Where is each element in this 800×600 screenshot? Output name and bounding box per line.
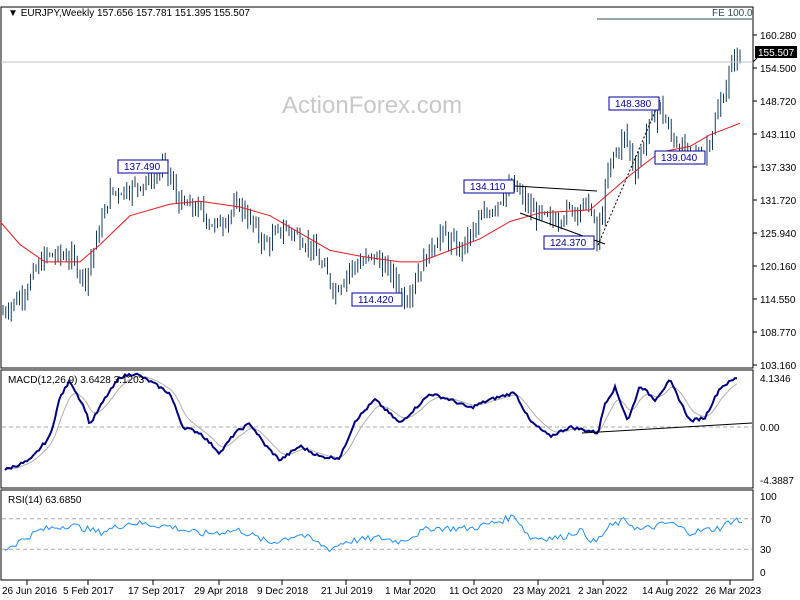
- x-tick-label: 5 Feb 2017: [63, 586, 114, 597]
- price-annotation: 134.110: [470, 182, 506, 193]
- macd-tick-label: -4.3887: [760, 476, 794, 487]
- watermark: ActionForex.com: [282, 92, 462, 119]
- fe-label: FE 100.0: [712, 8, 753, 19]
- y-tick-label: 120.160: [760, 262, 797, 273]
- y-tick-label: 143.110: [760, 130, 796, 141]
- rsi-tick-label: 70: [760, 515, 772, 526]
- x-tick-label: 14 Aug 2022: [642, 586, 699, 597]
- chart-title: ▼ EURJPY,Weekly 157.656 157.781 151.395 …: [8, 8, 250, 19]
- price-annotation-box: [351, 292, 403, 307]
- x-tick-label: 1 Mar 2020: [385, 586, 436, 597]
- price-annotation: 139.040: [661, 153, 698, 164]
- price-annotation: 148.380: [615, 99, 652, 110]
- x-tick-label: 29 Apr 2018: [194, 586, 248, 597]
- rsi-tick-label: 100: [760, 492, 777, 503]
- last-price-connector: [752, 57, 758, 63]
- price-annotation: 137.490: [124, 162, 161, 173]
- x-tick-label: 26 Mar 2023: [705, 586, 762, 597]
- x-tick-label: 11 Oct 2020: [449, 586, 503, 597]
- macd-tick-label: 0.00: [760, 423, 780, 434]
- price-annotation-box: [654, 150, 706, 165]
- x-tick-label: 23 May 2021: [513, 586, 571, 597]
- macd-tick-label: 4.1346: [760, 374, 791, 385]
- rsi-line: [4, 514, 743, 553]
- y-tick-label: 137.330: [760, 163, 797, 174]
- trendline-dotted: [597, 99, 661, 246]
- rsi-tick-label: 30: [760, 545, 772, 556]
- x-tick-label: 2 Jan 2022: [578, 586, 628, 597]
- y-tick-label: 148.720: [760, 97, 797, 108]
- y-tick-label: 160.280: [760, 31, 797, 42]
- x-tick-label: 17 Sep 2017: [128, 586, 185, 597]
- trendline: [514, 185, 598, 192]
- x-tick-label: 9 Dec 2018: [257, 586, 309, 597]
- rsi-pane: [0, 489, 754, 581]
- y-tick-label: 114.550: [760, 295, 796, 306]
- rsi-title: RSI(14) 63.6850: [8, 495, 82, 506]
- price-annotation: 114.420: [358, 295, 394, 306]
- x-tick-label: 26 Jun 2016: [2, 586, 57, 597]
- price-pane: [0, 6, 754, 369]
- y-tick-label: 131.720: [760, 196, 797, 207]
- x-tick-label: 21 Jul 2019: [321, 586, 373, 597]
- macd-line: [4, 372, 738, 471]
- y-tick-label: 103.160: [760, 361, 797, 372]
- y-tick-label: 108.770: [760, 328, 797, 339]
- last-price-label: 155.507: [758, 48, 795, 59]
- price-annotation: 124.370: [550, 238, 587, 249]
- price-annotation-box: [543, 235, 595, 250]
- moving-average-line: [0, 122, 741, 263]
- price-annotation-box: [463, 179, 515, 194]
- y-tick-label: 125.940: [760, 229, 797, 240]
- rsi-tick-label: 0: [760, 568, 766, 579]
- y-tick-label: 154.500: [760, 64, 797, 75]
- macd-signal-line: [4, 375, 738, 471]
- last-price-box: [755, 46, 797, 58]
- macd-title: MACD(12,26,9) 3.6428 3.1203: [8, 375, 145, 386]
- price-annotation-box: [117, 159, 169, 174]
- price-annotation-box: [608, 96, 660, 111]
- macd-trendline: [581, 422, 753, 434]
- macd-pane: [0, 369, 754, 489]
